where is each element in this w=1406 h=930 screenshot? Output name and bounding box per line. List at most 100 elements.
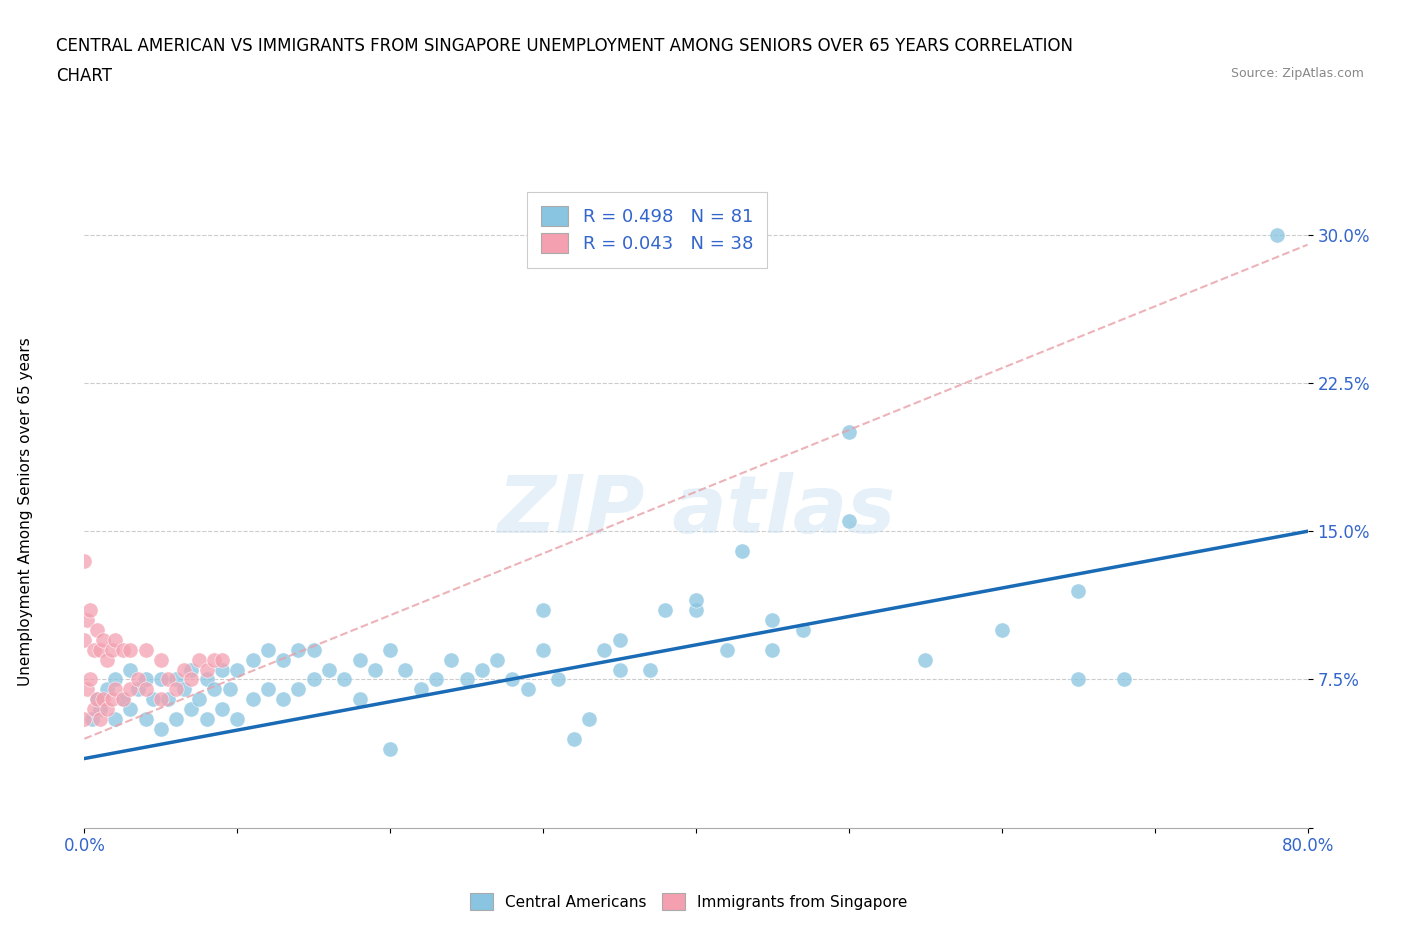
Point [1067,583,1090,598]
Point [73,632,96,647]
Point [731,543,754,558]
Legend: Central Americans, Immigrants from Singapore: Central Americans, Immigrants from Singa… [463,885,915,918]
Point [202,652,225,667]
Point [127,672,149,687]
Point [111,692,134,707]
Point [349,652,371,667]
Point [685,593,707,608]
Point [195,662,218,677]
Point [1067,672,1090,687]
Point [195,672,218,687]
Point [86,692,108,707]
Point [242,652,264,667]
Text: ZIP atlas: ZIP atlas [496,472,896,551]
Point [257,682,280,697]
Point [349,692,371,707]
Point [242,692,264,707]
Point [96,702,118,717]
Point [211,702,233,717]
Point [914,652,936,667]
Point [609,662,631,677]
Point [149,722,172,737]
Point [165,672,187,687]
Point [578,711,600,726]
Point [792,623,814,638]
Point [562,731,585,746]
Point [195,711,218,726]
Point [271,652,294,667]
Point [188,692,211,707]
Point [79,603,101,618]
Point [218,682,240,697]
Point [380,741,402,756]
Point [86,623,108,638]
Point [531,643,554,658]
Point [86,692,108,707]
Point [425,672,447,687]
Point [761,613,783,628]
Point [149,652,172,667]
Point [127,682,149,697]
Point [79,672,101,687]
Point [135,682,157,697]
Point [761,643,783,658]
Point [165,711,187,726]
Point [440,652,463,667]
Point [1265,228,1288,243]
Point [89,643,111,658]
Point [638,662,661,677]
Point [211,652,233,667]
Point [188,652,211,667]
Point [287,682,309,697]
Point [76,613,98,628]
Point [142,692,165,707]
Point [318,662,340,677]
Point [89,702,111,717]
Point [456,672,478,687]
Point [409,682,432,697]
Point [111,643,134,658]
Point [83,643,105,658]
Point [486,652,509,667]
Text: Source: ZipAtlas.com: Source: ZipAtlas.com [1230,67,1364,80]
Point [380,643,402,658]
Point [91,632,114,647]
Text: Unemployment Among Seniors over 65 years: Unemployment Among Seniors over 65 years [18,338,32,686]
Point [471,662,494,677]
Point [226,662,249,677]
Point [111,692,134,707]
Point [96,652,118,667]
Point [226,711,249,726]
Point [104,672,127,687]
Point [716,643,738,658]
Point [83,702,105,717]
Point [1114,672,1136,687]
Point [73,553,96,568]
Text: CENTRAL AMERICAN VS IMMIGRANTS FROM SINGAPORE UNEMPLOYMENT AMONG SENIORS OVER 65: CENTRAL AMERICAN VS IMMIGRANTS FROM SING… [56,37,1073,55]
Point [104,682,127,697]
Point [73,711,96,726]
Point [685,603,707,618]
Point [120,702,142,717]
Point [104,632,127,647]
Point [838,425,860,440]
Point [302,643,325,658]
Point [180,702,202,717]
Legend: R = 0.498   N = 81, R = 0.043   N = 38: R = 0.498 N = 81, R = 0.043 N = 38 [527,192,768,268]
Point [838,514,860,529]
Point [91,692,114,707]
Point [157,672,180,687]
Point [149,672,172,687]
Point [202,682,225,697]
Point [333,672,356,687]
Point [180,672,202,687]
Point [173,682,195,697]
Point [516,682,538,697]
Point [149,692,172,707]
Point [364,662,387,677]
Point [593,643,616,658]
Point [654,603,676,618]
Text: CHART: CHART [56,67,112,85]
Point [165,682,187,697]
Point [135,672,157,687]
